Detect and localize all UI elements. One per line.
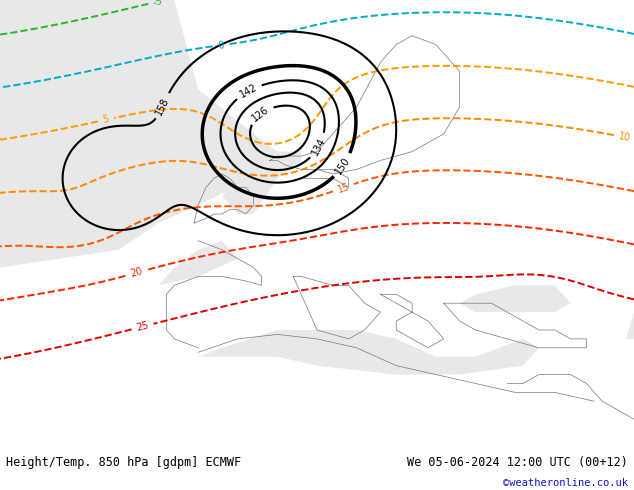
Polygon shape — [222, 151, 301, 214]
Text: 5: 5 — [102, 114, 110, 125]
Text: 134: 134 — [310, 136, 328, 157]
Text: 150: 150 — [333, 155, 353, 176]
Text: 25: 25 — [135, 320, 150, 333]
Polygon shape — [460, 285, 571, 312]
Text: 158: 158 — [154, 96, 171, 117]
Text: 0: 0 — [217, 40, 224, 50]
Text: 126: 126 — [250, 104, 271, 123]
Polygon shape — [158, 241, 238, 285]
Polygon shape — [198, 330, 539, 374]
Text: -5: -5 — [152, 0, 164, 7]
Text: 20: 20 — [129, 267, 143, 279]
Text: 10: 10 — [618, 131, 632, 143]
Text: ©weatheronline.co.uk: ©weatheronline.co.uk — [503, 478, 628, 489]
Text: 142: 142 — [238, 82, 259, 100]
Polygon shape — [626, 276, 634, 339]
Text: 15: 15 — [336, 181, 351, 195]
Text: Height/Temp. 850 hPa [gdpm] ECMWF: Height/Temp. 850 hPa [gdpm] ECMWF — [6, 456, 242, 469]
Polygon shape — [0, 0, 278, 268]
Text: We 05-06-2024 12:00 UTC (00+12): We 05-06-2024 12:00 UTC (00+12) — [407, 456, 628, 469]
